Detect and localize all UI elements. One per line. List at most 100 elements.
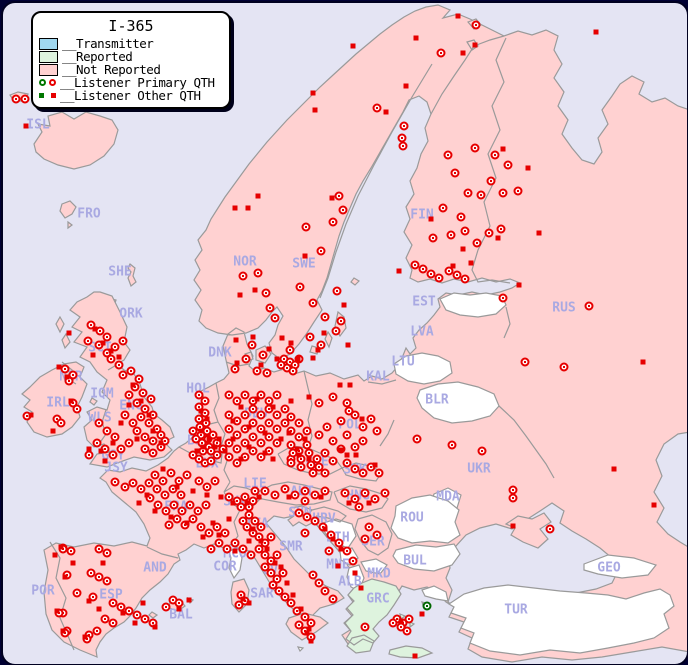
listener-other-marker — [234, 360, 240, 366]
listener-primary-marker — [166, 468, 176, 478]
country-estonia — [439, 292, 507, 318]
listener-primary-marker — [366, 414, 376, 424]
listener-other-marker — [383, 109, 389, 115]
listener-primary-marker — [314, 578, 324, 588]
listener-primary-marker — [201, 500, 211, 510]
listener-other-marker — [54, 608, 60, 614]
primary-qth-icons — [39, 79, 56, 86]
listener-primary-marker — [102, 426, 112, 436]
listener-primary-marker — [126, 366, 136, 376]
listener-other-marker — [274, 356, 280, 362]
listener-primary-marker — [244, 510, 254, 520]
listener-primary-marker — [300, 486, 310, 496]
listener-other-marker — [294, 446, 300, 452]
listener-other-marker — [306, 394, 312, 400]
listener-other-marker — [341, 302, 347, 308]
listener-primary-marker — [248, 446, 258, 456]
listener-primary-marker — [418, 264, 428, 274]
listener-primary-marker — [140, 614, 150, 624]
island-crete — [388, 645, 434, 659]
listener-primary-marker — [498, 188, 508, 198]
listener-other-marker — [210, 520, 216, 526]
listener-other-marker — [240, 596, 246, 602]
listener-primary-marker — [240, 390, 250, 400]
listener-other-marker — [250, 526, 256, 532]
listener-primary-marker — [194, 476, 204, 486]
listener-primary-marker — [128, 418, 138, 428]
listener-primary-marker — [286, 412, 296, 422]
listener-other-marker — [346, 500, 352, 506]
legend-row-reported: __Reported — [39, 49, 223, 64]
listener-other-marker — [396, 268, 402, 274]
listener-other-marker — [62, 574, 68, 580]
listener-primary-marker — [94, 572, 104, 582]
listener-primary-marker — [412, 434, 422, 444]
listener-primary-marker — [256, 410, 266, 420]
listener-primary-marker — [358, 422, 368, 432]
listener-other-marker — [136, 500, 142, 506]
island-hebrides — [55, 315, 71, 350]
listener-primary-marker — [108, 618, 118, 628]
listener-other-marker — [525, 165, 531, 171]
listener-other-marker — [450, 263, 456, 269]
listener-primary-marker — [264, 432, 274, 442]
listener-primary-marker — [460, 274, 470, 284]
listener-primary-marker — [380, 488, 390, 498]
listener-primary-marker — [426, 269, 436, 279]
listener-other-marker — [190, 488, 196, 494]
listener-primary-marker — [444, 266, 454, 276]
listener-primary-marker — [328, 594, 338, 604]
listener-primary-marker — [342, 546, 352, 556]
listener-other-marker — [318, 494, 324, 500]
listener-primary-marker — [110, 477, 120, 487]
listener-primary-marker — [443, 150, 453, 160]
listener-primary-marker — [334, 191, 344, 201]
listener-primary-marker — [272, 410, 282, 420]
listener-other-marker — [266, 346, 272, 352]
listener-primary-marker — [172, 514, 182, 524]
listener-primary-marker — [222, 544, 232, 554]
listener-other-marker — [146, 412, 152, 418]
country-lithuania — [393, 352, 453, 385]
listener-primary-marker — [232, 458, 242, 468]
listener-primary-marker — [238, 544, 248, 554]
listener-other-marker — [130, 382, 136, 388]
listener-other-marker — [226, 516, 232, 522]
listener-other-marker — [134, 436, 140, 442]
listener-primary-marker — [301, 222, 311, 232]
listener-other-marker — [500, 146, 506, 152]
legend-title: I-365 — [108, 17, 154, 35]
legend-row-label: __Transmitter — [62, 36, 154, 51]
listener-other-marker — [286, 494, 292, 500]
listener-primary-marker — [300, 528, 310, 538]
listener-primary-marker — [278, 568, 288, 578]
listener-primary-marker — [322, 422, 332, 432]
listener-primary-marker — [450, 168, 460, 178]
listener-primary-marker — [256, 522, 266, 532]
listener-other-marker — [310, 90, 316, 96]
listener-other-marker — [593, 29, 599, 35]
listener-primary-marker — [84, 450, 94, 460]
listener-primary-marker — [210, 476, 220, 486]
listener-primary-marker — [185, 500, 195, 510]
listener-primary-marker — [232, 396, 242, 406]
listener-primary-marker — [308, 298, 318, 308]
listener-primary-marker — [328, 436, 338, 446]
listener-primary-marker — [332, 286, 342, 296]
listener-primary-marker — [114, 360, 124, 370]
listener-primary-marker — [471, 20, 481, 30]
listener-primary-marker — [140, 444, 150, 454]
listener-other-marker — [246, 600, 252, 606]
listener-other-marker — [66, 330, 72, 336]
listener-primary-marker — [320, 312, 330, 322]
listener-primary-marker — [310, 516, 320, 526]
listener-primary-marker — [520, 357, 530, 367]
country-romania — [390, 494, 461, 544]
listener-primary-marker — [258, 350, 268, 360]
listener-other-marker — [250, 334, 256, 340]
other-qth-icons — [39, 93, 56, 98]
listener-other-marker — [284, 580, 290, 586]
listener-other-marker — [640, 359, 646, 365]
listener-primary-marker — [344, 406, 354, 416]
